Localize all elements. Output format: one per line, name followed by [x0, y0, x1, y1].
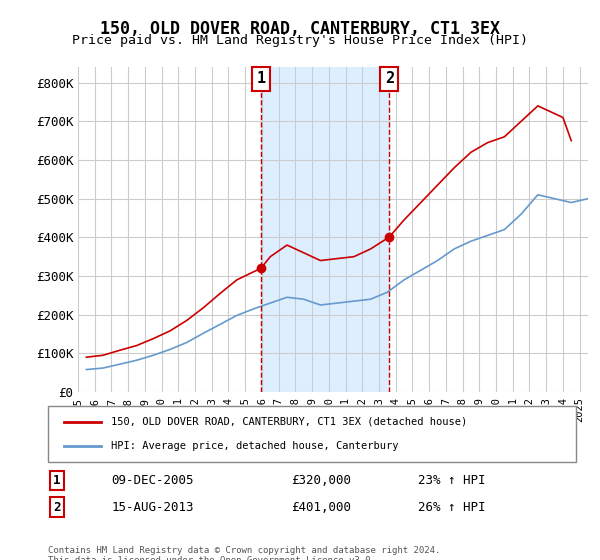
Text: Price paid vs. HM Land Registry's House Price Index (HPI): Price paid vs. HM Land Registry's House …	[72, 34, 528, 46]
Text: £401,000: £401,000	[291, 501, 351, 514]
Text: 09-DEC-2005: 09-DEC-2005	[112, 474, 194, 487]
Text: £320,000: £320,000	[291, 474, 351, 487]
FancyBboxPatch shape	[48, 406, 576, 462]
Text: 15-AUG-2013: 15-AUG-2013	[112, 501, 194, 514]
Text: 2: 2	[53, 501, 61, 514]
Text: 150, OLD DOVER ROAD, CANTERBURY, CT1 3EX (detached house): 150, OLD DOVER ROAD, CANTERBURY, CT1 3EX…	[112, 417, 467, 427]
Text: 150, OLD DOVER ROAD, CANTERBURY, CT1 3EX: 150, OLD DOVER ROAD, CANTERBURY, CT1 3EX	[100, 20, 500, 38]
Text: 1: 1	[256, 71, 265, 86]
Text: Contains HM Land Registry data © Crown copyright and database right 2024.
This d: Contains HM Land Registry data © Crown c…	[48, 546, 440, 560]
Text: 26% ↑ HPI: 26% ↑ HPI	[418, 501, 485, 514]
Text: 1: 1	[53, 474, 61, 487]
Bar	[261, 67, 389, 392]
Text: 2: 2	[385, 71, 394, 86]
Text: 23% ↑ HPI: 23% ↑ HPI	[418, 474, 485, 487]
Text: HPI: Average price, detached house, Canterbury: HPI: Average price, detached house, Cant…	[112, 441, 399, 451]
